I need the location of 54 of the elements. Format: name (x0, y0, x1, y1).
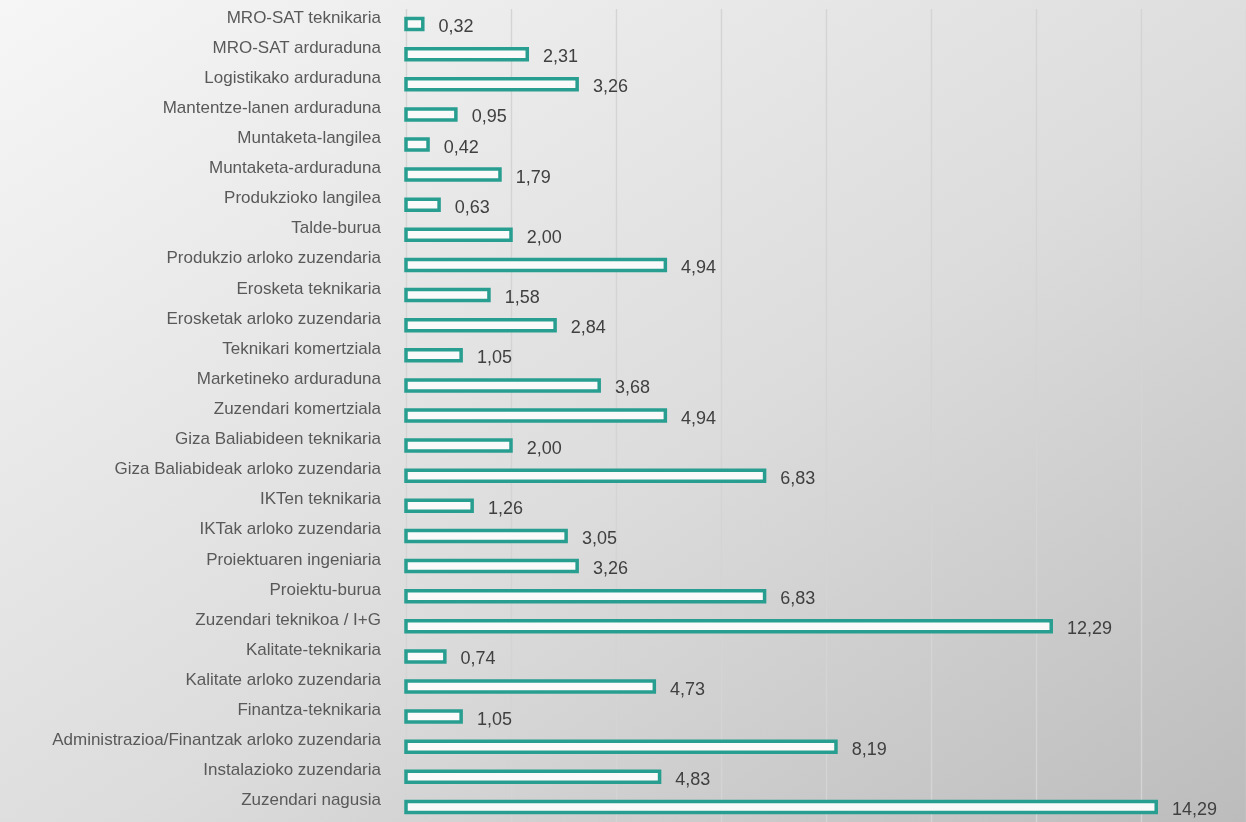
y-tick-label: IKTen teknikaria (260, 489, 382, 509)
data-label: 2,00 (526, 437, 562, 458)
y-tick-label: Zuzendari nagusia (241, 790, 382, 810)
data-label: 4,73 (670, 678, 706, 699)
y-tick-label: Giza Baliabideen teknikaria (174, 429, 382, 449)
data-label: 3,68 (614, 377, 650, 398)
y-tick-label: Kalitate arloko zuzendaria (185, 670, 382, 689)
data-label: 6,83 (780, 467, 816, 488)
data-label: 12,29 (1066, 618, 1113, 639)
data-label: 1,58 (504, 287, 540, 308)
data-label: 14,29 (1171, 798, 1218, 819)
data-label: 1,26 (487, 497, 523, 518)
y-tick-label: Teknikari komertziala (222, 338, 382, 358)
y-tick-label: Zuzendari komertziala (213, 399, 382, 418)
y-tick-label: MRO-SAT teknikaria (226, 7, 382, 27)
y-tick-label: Mantentze-lanen arduraduna (162, 97, 382, 117)
data-label: 4,83 (675, 768, 711, 789)
data-label: 3,26 (592, 76, 628, 97)
y-tick-label: Talde-burua (291, 218, 382, 238)
y-tick-label: Marketineko arduraduna (196, 368, 382, 388)
data-label: 3,05 (581, 527, 617, 548)
data-label: 6,83 (780, 588, 816, 609)
data-label: 2,31 (543, 46, 579, 67)
y-tick-label: Produkzio arloko zuzendaria (166, 248, 382, 268)
data-label: 4,94 (681, 407, 717, 428)
data-label: 8,19 (851, 738, 887, 759)
y-tick-label: Zuzendari teknikoa / I+G (195, 609, 381, 629)
data-label: 1,05 (476, 347, 512, 368)
data-label: 2,84 (570, 317, 606, 338)
y-tick-label: Erosketa teknikaria (236, 278, 382, 298)
y-tick-label: Muntaketa-langilea (237, 128, 382, 147)
data-label: 1,79 (515, 166, 551, 187)
data-label: 0,42 (443, 136, 479, 157)
y-tick-label: Proiektuaren ingeniaria (206, 549, 382, 569)
data-label: 4,94 (681, 256, 717, 277)
data-label: 0,74 (460, 648, 496, 669)
y-tick-label: MRO-SAT arduraduna (212, 37, 382, 57)
y-tick-label: Logistikako arduraduna (204, 67, 382, 87)
data-label: 0,95 (471, 106, 507, 127)
data-label: 3,26 (592, 558, 628, 579)
data-label: 1,05 (476, 708, 512, 729)
y-tick-label: IKTak arloko zuzendaria (199, 519, 382, 539)
y-tick-label: Produkzioko langilea (224, 188, 382, 208)
y-tick-label: Proiektu-burua (269, 579, 382, 599)
y-tick-label: Muntaketa-arduraduna (208, 158, 382, 178)
y-tick-label: Erosketak arloko zuzendaria (166, 308, 382, 328)
data-label: 2,00 (526, 226, 562, 247)
y-tick-label: Instalazioko zuzendaria (203, 760, 382, 780)
data-label: 0,63 (454, 196, 490, 217)
data-label: 0,32 (438, 16, 474, 37)
y-tick-label: Finantza-teknikaria (237, 700, 382, 720)
y-tick-label: Giza Baliabideak arloko zuzendaria (114, 459, 382, 479)
y-tick-label: Administrazioa/Finantzak arloko zuzendaria (52, 730, 382, 750)
y-tick-label: Kalitate-teknikaria (245, 639, 382, 659)
